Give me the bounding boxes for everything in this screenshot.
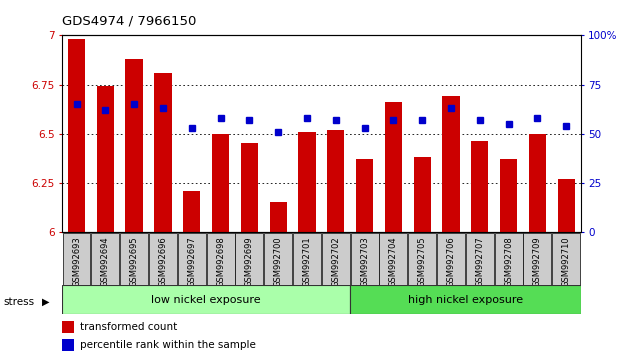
Bar xyxy=(62,285,350,314)
Text: GSM992709: GSM992709 xyxy=(533,236,542,287)
Text: GSM992698: GSM992698 xyxy=(216,236,225,287)
Bar xyxy=(212,133,229,232)
Text: GSM992708: GSM992708 xyxy=(504,236,513,287)
Bar xyxy=(91,233,119,285)
Bar xyxy=(241,143,258,232)
Bar xyxy=(207,233,235,285)
Bar xyxy=(408,233,436,285)
Text: high nickel exposure: high nickel exposure xyxy=(408,295,523,305)
Bar xyxy=(97,86,114,232)
Text: GSM992703: GSM992703 xyxy=(360,236,369,287)
Text: GSM992710: GSM992710 xyxy=(562,236,571,287)
Bar xyxy=(471,142,489,232)
Bar xyxy=(379,233,407,285)
Text: GSM992699: GSM992699 xyxy=(245,236,254,287)
Bar xyxy=(437,233,465,285)
Bar xyxy=(351,233,379,285)
Bar xyxy=(154,73,171,232)
Bar xyxy=(528,133,546,232)
Text: ▶: ▶ xyxy=(42,297,50,307)
Bar xyxy=(414,157,431,232)
Bar xyxy=(125,59,143,232)
Bar xyxy=(264,233,292,285)
Bar xyxy=(558,179,575,232)
Bar xyxy=(68,39,85,232)
Text: GSM992695: GSM992695 xyxy=(130,236,138,287)
Bar xyxy=(149,233,177,285)
Bar xyxy=(235,233,263,285)
Bar xyxy=(120,233,148,285)
Bar xyxy=(298,132,315,232)
Text: GSM992706: GSM992706 xyxy=(446,236,455,287)
Text: GSM992707: GSM992707 xyxy=(475,236,484,287)
Text: GSM992700: GSM992700 xyxy=(274,236,283,287)
Text: stress: stress xyxy=(3,297,34,307)
Bar xyxy=(62,339,73,351)
Text: GSM992704: GSM992704 xyxy=(389,236,398,287)
Text: GSM992701: GSM992701 xyxy=(302,236,312,287)
Text: GSM992693: GSM992693 xyxy=(72,236,81,287)
Text: transformed count: transformed count xyxy=(80,322,178,332)
Bar xyxy=(62,321,73,333)
Bar xyxy=(322,233,350,285)
Bar xyxy=(500,159,517,232)
Bar xyxy=(356,159,373,232)
Bar xyxy=(178,233,206,285)
Bar xyxy=(270,202,287,232)
Text: GSM992702: GSM992702 xyxy=(331,236,340,287)
Bar xyxy=(63,233,91,285)
Text: GSM992696: GSM992696 xyxy=(158,236,168,287)
Text: GSM992697: GSM992697 xyxy=(188,236,196,287)
Bar xyxy=(350,285,581,314)
Bar xyxy=(327,130,345,232)
Bar xyxy=(524,233,551,285)
Bar xyxy=(183,190,201,232)
Text: GSM992705: GSM992705 xyxy=(418,236,427,287)
Bar xyxy=(442,96,460,232)
Bar xyxy=(495,233,523,285)
Bar xyxy=(466,233,494,285)
Bar xyxy=(293,233,321,285)
Text: GDS4974 / 7966150: GDS4974 / 7966150 xyxy=(62,15,196,28)
Text: GSM992694: GSM992694 xyxy=(101,236,110,287)
Text: low nickel exposure: low nickel exposure xyxy=(152,295,261,305)
Bar xyxy=(552,233,580,285)
Text: percentile rank within the sample: percentile rank within the sample xyxy=(80,340,256,350)
Bar xyxy=(385,102,402,232)
